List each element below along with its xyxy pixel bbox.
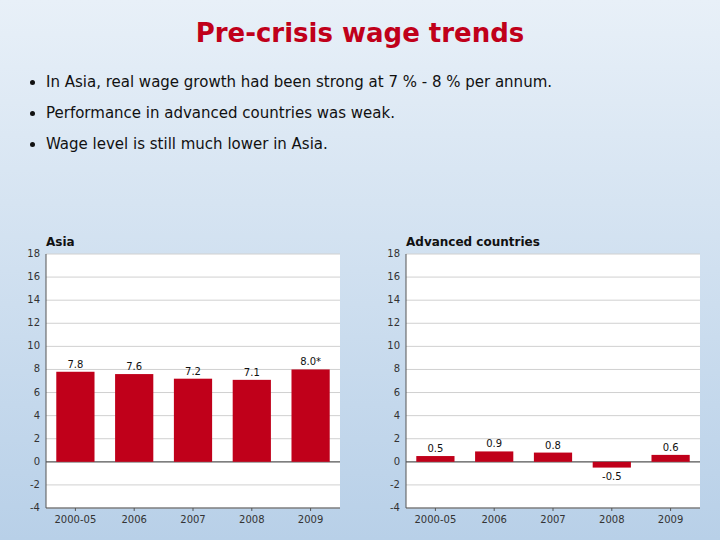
y-tick-label: -4: [30, 502, 40, 513]
y-tick-label: -2: [30, 479, 40, 490]
data-label: 0.5: [427, 443, 443, 454]
x-tick-label: 2008: [239, 514, 264, 525]
x-tick: [251, 508, 252, 511]
grid-line: [46, 323, 340, 324]
grid-line: [406, 346, 700, 347]
y-axis-line: [46, 254, 47, 508]
y-tick-label: 14: [387, 294, 400, 305]
x-tick: [611, 508, 612, 511]
bar: [651, 455, 689, 462]
chart: -4 -2 0 2 4 6 8 10 12 14 16 18 7.8 7.6 7.2 7.1 8.0* 2000-…: [27, 235, 340, 525]
grid-line: [46, 484, 340, 485]
x-tick: [494, 508, 495, 511]
y-tick-label: 0: [34, 456, 40, 467]
plot-background: [46, 254, 340, 508]
y-tick-label: 10: [27, 340, 40, 351]
chart-title: Advanced countries: [406, 235, 540, 249]
grid-line: [406, 369, 700, 370]
y-tick-label: -2: [390, 479, 400, 490]
bar: [416, 456, 454, 462]
bar: [115, 374, 153, 462]
y-tick-label: 2: [394, 433, 400, 444]
y-tick-label: 10: [387, 340, 400, 351]
x-tick: [553, 508, 554, 511]
y-tick-label: 12: [27, 317, 40, 328]
grid-line: [406, 392, 700, 393]
grid-line: [406, 484, 700, 485]
y-tick-label: 8: [394, 363, 400, 374]
bar: [475, 451, 513, 461]
grid-line: [46, 346, 340, 347]
data-label: 7.1: [244, 367, 260, 378]
x-tick-label: 2008: [599, 514, 624, 525]
x-tick-label: 2000-05: [415, 514, 457, 525]
y-tick-label: 4: [34, 410, 40, 421]
x-tick: [310, 508, 311, 511]
chart: -4 -2 0 2 4 6 8 10 12 14 16 18 0.5 0.9 0.8 -0.5 0.6 2000-…: [387, 235, 700, 525]
x-tick-label: 2000-05: [55, 514, 97, 525]
data-label: 0.8: [545, 440, 561, 451]
data-label: -0.5: [602, 471, 622, 482]
y-tick-label: 6: [394, 387, 400, 398]
plot-background: [406, 254, 700, 508]
data-label: 7.8: [67, 359, 83, 370]
y-tick-label: 18: [27, 248, 40, 259]
bars: [56, 369, 329, 461]
x-tick-label: 2006: [121, 514, 146, 525]
data-label: 8.0*: [300, 356, 321, 367]
data-label: 7.2: [185, 366, 201, 377]
grid-line: [406, 254, 700, 255]
x-tick-label: 2006: [481, 514, 506, 525]
y-tick-label: 18: [387, 248, 400, 259]
y-axis-line: [406, 254, 407, 508]
chart-title: Asia: [46, 235, 75, 249]
bar: [593, 462, 631, 468]
grid-line: [46, 254, 340, 255]
data-label: 7.6: [126, 361, 142, 372]
data-label: 0.6: [663, 442, 679, 453]
bar: [56, 372, 94, 462]
y-tick-label: 16: [387, 271, 400, 282]
x-tick: [75, 508, 76, 511]
y-tick-label: -4: [390, 502, 400, 513]
x-tick: [670, 508, 671, 511]
y-tick-label: 12: [387, 317, 400, 328]
bar: [174, 379, 212, 462]
grid-line: [406, 300, 700, 301]
grid-line: [46, 300, 340, 301]
x-tick-label: 2009: [298, 514, 323, 525]
y-tick-label: 8: [34, 363, 40, 374]
bar: [233, 380, 271, 462]
page-title: Pre-crisis wage trends: [0, 0, 720, 58]
bullet-point: Wage level is still much lower in Asia.: [46, 134, 720, 155]
x-tick-label: 2009: [658, 514, 683, 525]
data-label: 0.9: [486, 438, 502, 449]
x-tick: [435, 508, 436, 511]
bar: [291, 369, 329, 461]
charts: -4 -2 0 2 4 6 8 10 12 14 16 18 7.8 7.6 7.2 7.1 8.0* 2000-…: [0, 228, 720, 534]
y-tick-label: 6: [34, 387, 40, 398]
grid-line: [406, 415, 700, 416]
x-tick-label: 2007: [540, 514, 565, 525]
y-tick-label: 2: [34, 433, 40, 444]
x-tick-label: 2007: [180, 514, 205, 525]
y-tick-label: 14: [27, 294, 40, 305]
x-tick: [134, 508, 135, 511]
bar: [534, 453, 572, 462]
bars: [416, 451, 689, 467]
bullet-list: In Asia, real wage growth had been stron…: [0, 72, 720, 155]
x-tick: [193, 508, 194, 511]
grid-line: [46, 277, 340, 278]
y-tick-label: 16: [27, 271, 40, 282]
y-tick-label: 0: [394, 456, 400, 467]
grid-line: [406, 323, 700, 324]
grid-line: [406, 277, 700, 278]
bullet-point: In Asia, real wage growth had been stron…: [46, 72, 720, 93]
bullet-point: Performance in advanced countries was we…: [46, 103, 720, 124]
y-tick-label: 4: [394, 410, 400, 421]
